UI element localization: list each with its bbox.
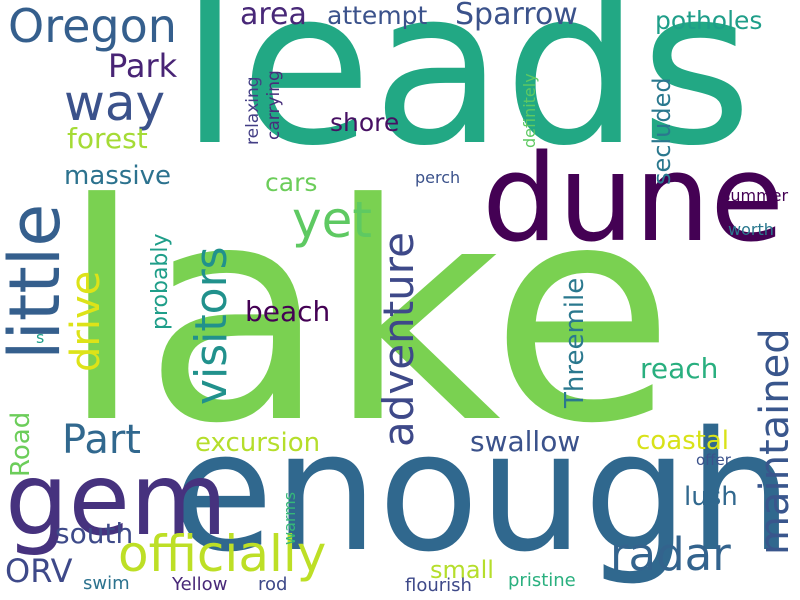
word-road: Road — [6, 411, 36, 477]
word-drive: drive — [63, 270, 109, 372]
word-rod: rod — [258, 574, 288, 595]
word-officially: officially — [118, 525, 327, 583]
word-attempt: attempt — [327, 1, 428, 30]
word-threemile: Threemile — [560, 277, 590, 408]
word-probably: probably — [148, 233, 173, 330]
word-lake: lake — [60, 140, 675, 489]
word-massive: massive — [64, 161, 171, 191]
word-part: Part — [62, 417, 141, 463]
word-reach: reach — [640, 352, 719, 385]
word-potholes: potholes — [655, 6, 763, 35]
word-offer: offer — [696, 451, 731, 469]
word-excursion: excursion — [195, 428, 321, 458]
word-flourish: flourish — [405, 575, 472, 596]
word-adventure: adventure — [374, 232, 423, 447]
word-way: way — [64, 74, 166, 132]
word-area: area — [240, 0, 307, 32]
word-relaxing: relaxing — [243, 76, 263, 145]
word-swim: swim — [83, 573, 130, 594]
word-park: Park — [108, 47, 178, 85]
word-south: south — [55, 517, 134, 550]
word-worth: worth — [728, 220, 774, 239]
word-dune: dune — [482, 130, 785, 269]
word-carrying: carrying — [264, 70, 284, 140]
word-summer: summer — [722, 186, 789, 205]
word-cars: cars — [265, 168, 318, 197]
word-gem: gem — [5, 441, 228, 558]
word-swallow: swallow — [470, 425, 581, 458]
word-warms: warms — [280, 491, 299, 545]
word-maintained: maintained — [752, 328, 798, 555]
word-yet: yet — [292, 191, 372, 249]
word-little: little — [0, 203, 76, 360]
word-yellow: Yellow — [172, 574, 228, 595]
word-lush: lush — [684, 482, 738, 512]
word-s: s — [36, 328, 45, 347]
word-definitely: definitely — [520, 73, 539, 148]
word-secluded: secluded — [648, 77, 676, 185]
word-beach: beach — [245, 295, 331, 328]
word-small: small — [430, 556, 494, 584]
word-coastal: coastal — [636, 426, 730, 456]
word-radar: radar — [610, 528, 731, 581]
word-leads: leads — [180, 0, 753, 193]
word-forest: forest — [67, 122, 148, 155]
word-perch: perch — [415, 168, 461, 187]
word-visitors: visitors — [186, 246, 237, 405]
word-enough: enough — [172, 396, 793, 588]
word-sparrow: Sparrow — [455, 0, 578, 32]
word-shore: shore — [330, 108, 400, 137]
word-pristine: pristine — [508, 570, 576, 591]
word-oregon: Oregon — [8, 0, 177, 53]
word-orv: ORV — [5, 552, 73, 590]
